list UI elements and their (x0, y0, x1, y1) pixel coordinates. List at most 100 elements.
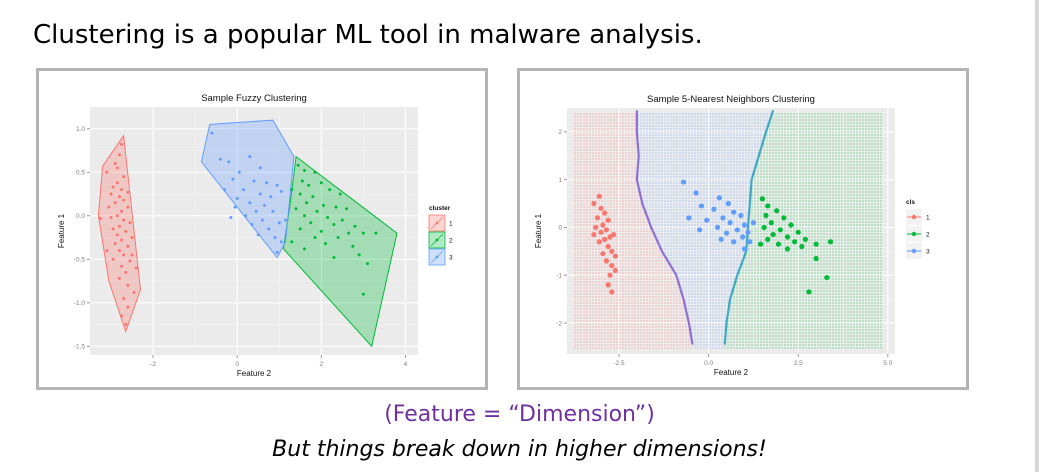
region-dot (811, 182, 813, 184)
region-dot (871, 242, 873, 244)
region-dot (727, 218, 729, 220)
region-dot (652, 125, 654, 127)
region-dot (823, 149, 825, 151)
region-dot (742, 152, 744, 154)
region-dot (841, 182, 843, 184)
region-dot (685, 143, 687, 145)
region-dot (652, 224, 654, 226)
region-dot (814, 248, 816, 250)
region-dot (808, 200, 810, 202)
region-dot (832, 128, 834, 130)
region-dot (664, 233, 666, 235)
region-dot (778, 170, 780, 172)
region-dot (595, 230, 597, 232)
region-dot (874, 173, 876, 175)
region-dot (604, 128, 606, 130)
region-dot (871, 113, 873, 115)
region-dot (865, 209, 867, 211)
region-dot (874, 200, 876, 202)
region-dot (583, 149, 585, 151)
region-dot (694, 113, 696, 115)
region-dot (670, 200, 672, 202)
region-dot (880, 140, 882, 142)
region-dot (790, 233, 792, 235)
region-dot (640, 227, 642, 229)
region-dot (871, 128, 873, 130)
region-dot (652, 215, 654, 217)
region-dot (847, 194, 849, 196)
region-dot (598, 152, 600, 154)
region-dot (703, 167, 705, 169)
region-dot (700, 134, 702, 136)
region-dot (874, 239, 876, 241)
region-dot (808, 167, 810, 169)
region-dot (814, 203, 816, 205)
region-dot (712, 113, 714, 115)
region-dot (877, 188, 879, 190)
region-dot (796, 128, 798, 130)
region-dot (703, 116, 705, 118)
region-dot (652, 158, 654, 160)
region-dot (757, 146, 759, 148)
region-dot (784, 191, 786, 193)
region-dot (610, 188, 612, 190)
region-dot (745, 194, 747, 196)
region-dot (688, 242, 690, 244)
region-dot (784, 200, 786, 202)
region-dot (736, 176, 738, 178)
region-dot (877, 200, 879, 202)
region-dot (715, 188, 717, 190)
region-dot (694, 137, 696, 139)
region-dot (856, 167, 858, 169)
region-dot (670, 140, 672, 142)
region-dot (757, 182, 759, 184)
region-dot (637, 245, 639, 247)
region-dot (775, 215, 777, 217)
region-dot (586, 176, 588, 178)
region-dot (841, 152, 843, 154)
region-dot (811, 134, 813, 136)
region-dot (844, 224, 846, 226)
region-dot (835, 230, 837, 232)
region-dot (787, 167, 789, 169)
region-dot (634, 173, 636, 175)
region-dot (820, 128, 822, 130)
region-dot (871, 212, 873, 214)
region-dot (868, 209, 870, 211)
region-dot (619, 215, 621, 217)
region-dot (709, 128, 711, 130)
region-dot (580, 182, 582, 184)
region-dot (790, 128, 792, 130)
region-dot (712, 227, 714, 229)
region-dot (793, 128, 795, 130)
region-dot (574, 236, 576, 238)
region-dot (826, 134, 828, 136)
region-dot (673, 122, 675, 124)
region-dot (802, 197, 804, 199)
region-dot (739, 245, 741, 247)
region-dot (712, 170, 714, 172)
data-point (109, 216, 113, 220)
region-dot (787, 224, 789, 226)
region-dot (802, 212, 804, 214)
region-dot (712, 215, 714, 217)
region-dot (709, 188, 711, 190)
region-dot (715, 167, 717, 169)
region-dot (826, 137, 828, 139)
region-dot (751, 146, 753, 148)
region-dot (760, 179, 762, 181)
region-dot (817, 140, 819, 142)
region-dot (751, 158, 753, 160)
region-dot (793, 125, 795, 127)
region-dot (688, 161, 690, 163)
region-dot (826, 113, 828, 115)
region-dot (721, 119, 723, 121)
region-dot (805, 170, 807, 172)
region-dot (583, 131, 585, 133)
region-dot (637, 239, 639, 241)
region-dot (664, 239, 666, 241)
data-point (122, 198, 126, 202)
region-dot (628, 206, 630, 208)
region-dot (655, 164, 657, 166)
region-dot (799, 161, 801, 163)
